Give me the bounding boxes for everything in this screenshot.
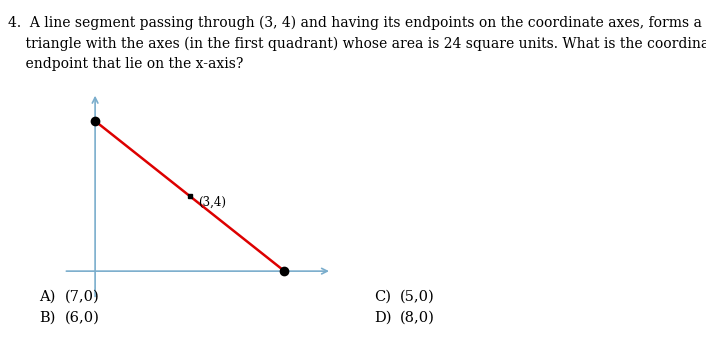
Text: (8,0): (8,0)	[400, 311, 435, 325]
Text: endpoint that lie on the x-axis?: endpoint that lie on the x-axis?	[8, 57, 244, 71]
Text: (6,0): (6,0)	[65, 311, 100, 325]
Text: A): A)	[39, 289, 55, 303]
Text: (7,0): (7,0)	[65, 289, 100, 303]
Text: (5,0): (5,0)	[400, 289, 435, 303]
Text: B): B)	[39, 311, 55, 325]
Text: D): D)	[374, 311, 392, 325]
Text: 4.  A line segment passing through (3, 4) and having its endpoints on the coordi: 4. A line segment passing through (3, 4)…	[8, 15, 706, 30]
Text: (3,4): (3,4)	[198, 195, 226, 208]
Text: triangle with the axes (in the first quadrant) whose area is 24 square units. Wh: triangle with the axes (in the first qua…	[8, 36, 706, 51]
Text: C): C)	[374, 289, 391, 303]
